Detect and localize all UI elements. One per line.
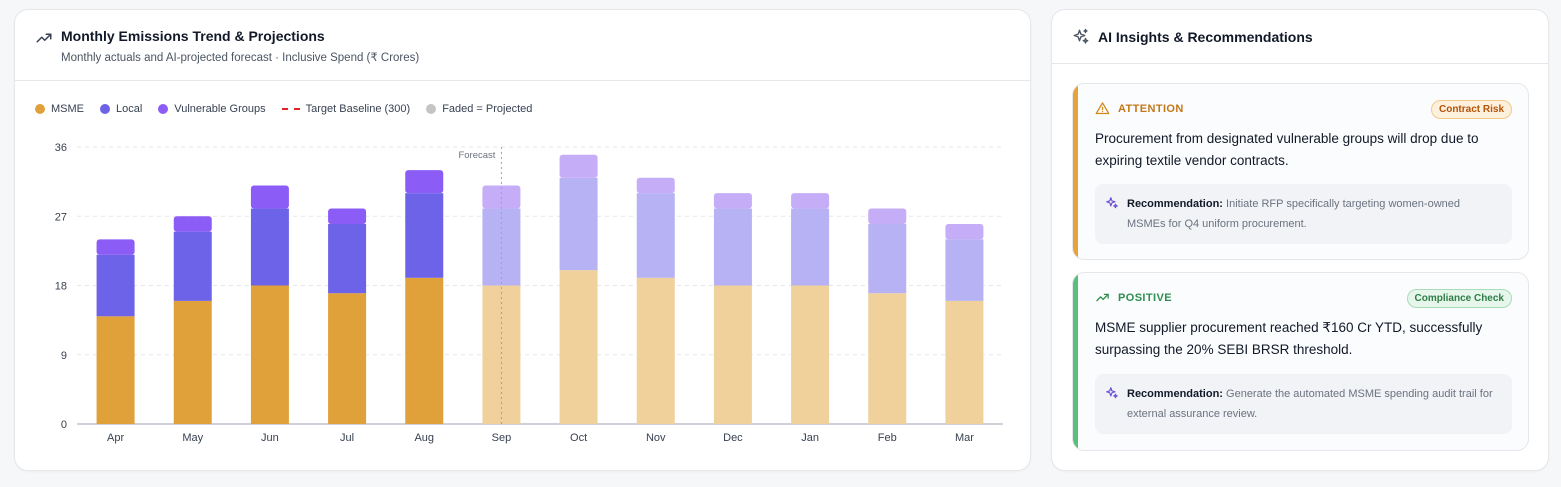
bar-segment-local [173, 231, 212, 301]
legend-item-vulnerable-groups[interactable]: Vulnerable Groups [158, 103, 266, 115]
recommendation-label: Recommendation: [1127, 388, 1223, 400]
legend-label: Vulnerable Groups [174, 103, 266, 115]
bar-segment-local [250, 208, 289, 286]
y-tick-label: 36 [55, 142, 67, 154]
bar-segment-vulnerable-groups [405, 170, 444, 194]
legend-label: MSME [51, 103, 84, 115]
trending-up-icon [1096, 293, 1109, 302]
bar-segment-msme [868, 293, 907, 424]
bar-segment-local [328, 223, 367, 294]
x-tick-label: Mar [955, 432, 974, 444]
bar-segment-msme [945, 300, 984, 424]
status-badge: Compliance Check [1406, 289, 1512, 308]
legend-label: Target Baseline (300) [305, 103, 411, 115]
x-tick-label: May [182, 432, 203, 444]
x-tick-label: Feb [878, 432, 897, 444]
insight-text: Procurement from designated vulnerable g… [1095, 131, 1479, 168]
insight-text: MSME supplier procurement reached ₹160 C… [1095, 320, 1483, 357]
legend-item-target-baseline[interactable]: Target Baseline (300) [281, 103, 411, 115]
x-tick-label: Nov [646, 432, 666, 444]
x-tick-label: Apr [107, 432, 124, 444]
bar-segment-vulnerable-groups [96, 239, 135, 255]
insight-positive: POSITIVE Compliance Check MSME supplier … [1072, 272, 1529, 451]
sparkles-icon [1106, 197, 1118, 209]
x-tick-label: Jul [340, 432, 354, 444]
bar-segment-msme [791, 285, 830, 424]
x-tick-label: Jan [801, 432, 819, 444]
forecast-label: Forecast [458, 150, 495, 161]
recommendation-box: Recommendation: Initiate RFP specificall… [1095, 184, 1512, 244]
bar-segment-local [405, 193, 444, 278]
insight-heading: ATTENTION [1095, 101, 1184, 116]
x-tick-label: Aug [414, 432, 434, 444]
legend-item-msme[interactable]: MSME [35, 103, 84, 115]
chart-card-header: Monthly Emissions Trend & Projections Mo… [15, 10, 1030, 81]
sparkles-icon [1073, 28, 1089, 44]
bar-segment-local [636, 193, 675, 278]
chart-subtitle: Monthly actuals and AI-projected forecas… [61, 52, 420, 64]
x-tick-label: Oct [570, 432, 587, 444]
legend-swatch-baseline [281, 108, 300, 110]
bar-segment-msme [250, 285, 289, 424]
bar-segment-local [945, 239, 984, 301]
bar-segment-vulnerable-groups [868, 208, 907, 224]
bar-segment-vulnerable-groups [713, 193, 752, 209]
legend-swatch-projected [426, 104, 437, 114]
bar-segment-local [791, 208, 830, 286]
recommendation-text: Initiate RFP specifically targeting wome… [1127, 198, 1460, 230]
x-tick-label: Sep [492, 432, 512, 444]
y-tick-label: 9 [61, 350, 67, 362]
bar-segment-vulnerable-groups [636, 177, 675, 194]
stacked-bar-chart: 0 9 18 27 36 Apr May Jun Jul Aug Sep Oct Nov Dec Jan Fe… [55, 142, 1003, 444]
legend-label: Local [116, 103, 143, 115]
recommendation-text: Generate the automated MSME spending aud… [1127, 388, 1493, 420]
legend-item-projected: Faded = Projected [426, 103, 532, 115]
emissions-trend-card: Monthly Emissions Trend & Projections Mo… [14, 9, 1031, 471]
status-badge: Contract Risk [1430, 100, 1512, 119]
y-tick-label: 27 [55, 211, 67, 223]
insight-accent-bar [1073, 273, 1078, 450]
bar-segment-msme [713, 285, 752, 424]
bar-segment-msme [559, 270, 598, 424]
bar-segment-msme [328, 293, 367, 424]
legend-swatch-local [100, 104, 110, 114]
bar-segment-msme [405, 277, 444, 424]
warning-icon [1095, 102, 1110, 115]
y-tick-label: 0 [61, 419, 67, 431]
bar-segment-vulnerable-groups [250, 185, 289, 209]
bar-segment-local [713, 208, 752, 286]
y-tick-label: 18 [55, 281, 67, 293]
bar-segment-msme [173, 300, 212, 424]
legend-label: Faded = Projected [442, 103, 533, 115]
ai-insights-card: AI Insights & Recommendations ATTENTION … [1051, 9, 1549, 471]
bar-segment-local [868, 223, 907, 294]
bar-segment-vulnerable-groups [173, 216, 212, 232]
insights-card-header: AI Insights & Recommendations [1052, 10, 1548, 64]
bar-segment-msme [636, 277, 675, 424]
bar-segment-vulnerable-groups [791, 193, 830, 209]
bar-segment-vulnerable-groups [328, 208, 367, 224]
insight-type-label: POSITIVE [1118, 291, 1172, 304]
chart-legend: MSME Local Vulnerable Groups Target Base… [35, 103, 548, 115]
legend-swatch-vulnerable [158, 104, 169, 114]
bar-segment-local [96, 254, 135, 317]
insight-type-label: ATTENTION [1118, 102, 1184, 115]
bar-segment-vulnerable-groups [559, 154, 598, 178]
x-tick-label: Jun [261, 432, 279, 444]
sparkles-icon [1106, 387, 1118, 399]
trending-up-icon [36, 33, 52, 43]
bar-segment-local [559, 177, 598, 271]
legend-swatch-msme [35, 104, 45, 114]
bar-segment-vulnerable-groups [945, 223, 984, 240]
recommendation-label: Recommendation: [1127, 198, 1223, 210]
bar-segment-msme [96, 316, 135, 424]
x-tick-label: Dec [723, 432, 743, 444]
insight-accent-bar [1073, 84, 1078, 259]
insight-attention: ATTENTION Contract Risk Procurement from… [1072, 83, 1529, 260]
chart-title: Monthly Emissions Trend & Projections [61, 28, 325, 44]
recommendation-box: Recommendation: Generate the automated M… [1095, 374, 1512, 434]
legend-item-local[interactable]: Local [100, 103, 142, 115]
insight-heading: POSITIVE [1095, 290, 1172, 305]
insights-title: AI Insights & Recommendations [1098, 29, 1313, 45]
